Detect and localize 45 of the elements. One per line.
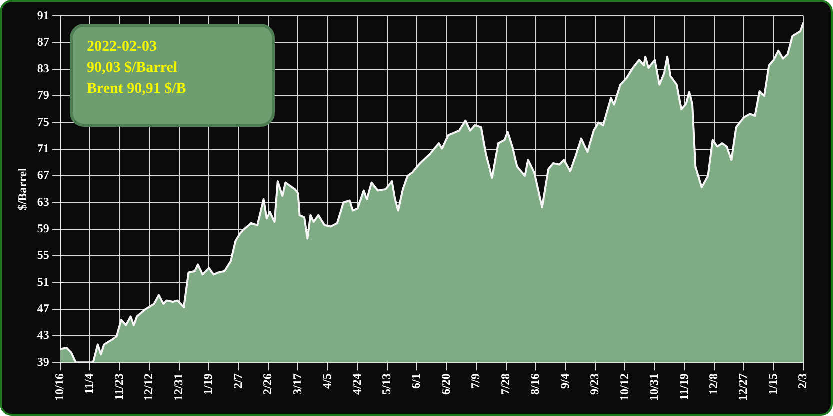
y-tick-label: 55 bbox=[37, 248, 50, 262]
x-tick-label: 4/24 bbox=[350, 374, 364, 396]
y-tick-label: 67 bbox=[37, 168, 50, 182]
x-tick-label: 8/16 bbox=[528, 374, 542, 396]
x-tick-label: 9/4 bbox=[558, 374, 572, 390]
y-axis-title: $/Barrel bbox=[15, 168, 30, 211]
y-tick-label: 47 bbox=[37, 301, 50, 316]
x-tick-label: 10/12 bbox=[617, 374, 632, 402]
x-tick-label: 10/16 bbox=[52, 374, 66, 402]
y-tick-label: 87 bbox=[37, 34, 50, 49]
x-tick-label: 6/1 bbox=[409, 374, 424, 390]
x-tick-label: 6/20 bbox=[438, 374, 453, 396]
x-tick-label: 11/23 bbox=[112, 374, 126, 400]
x-tick-label: 12/12 bbox=[142, 374, 156, 402]
x-tick-label: 2/7 bbox=[230, 374, 245, 390]
y-tick-label: 43 bbox=[37, 328, 50, 342]
x-tick-label: 1/19 bbox=[201, 374, 216, 396]
x-tick-label: 4/5 bbox=[320, 374, 334, 390]
annotation: 90,03 $/Barrel bbox=[87, 59, 179, 78]
x-tick-label: 10/31 bbox=[647, 374, 662, 402]
x-tick-label: 7/28 bbox=[498, 374, 512, 396]
y-tick-label: 51 bbox=[37, 274, 50, 289]
x-tick-label: 9/23 bbox=[588, 374, 602, 396]
x-tick-label: 12/27 bbox=[736, 374, 750, 402]
x-tick-label: 7/9 bbox=[468, 374, 483, 390]
x-tick-label: 11/19 bbox=[676, 374, 691, 400]
y-tick-label: 39 bbox=[37, 354, 50, 369]
x-tick-label: 2/3 bbox=[796, 374, 810, 390]
x-tick-label: 1/15 bbox=[766, 374, 780, 396]
callout-box: 2022-02-03 90,03 $/Barrel Brent 90,91 $/B bbox=[70, 24, 275, 127]
y-tick-label: 63 bbox=[37, 194, 50, 209]
annotation: Brent 90,91 $/B bbox=[87, 80, 188, 99]
x-tick-label: 12/8 bbox=[706, 374, 721, 396]
annotation: 2022-02-03 bbox=[87, 38, 158, 57]
x-tick-label: 2/26 bbox=[260, 374, 275, 396]
y-tick-label: 75 bbox=[37, 114, 50, 129]
y-tick-label: 59 bbox=[37, 222, 50, 236]
y-tick-label: 79 bbox=[37, 88, 50, 102]
y-tick-label: 83 bbox=[37, 62, 50, 76]
x-tick-label: 3/17 bbox=[290, 374, 304, 396]
y-tick-label: 91 bbox=[37, 8, 50, 22]
x-tick-label: 5/13 bbox=[380, 374, 394, 396]
x-tick-label: 12/31 bbox=[171, 374, 186, 402]
x-tick-label: 11/4 bbox=[82, 374, 96, 394]
y-tick-label: 71 bbox=[37, 142, 50, 156]
